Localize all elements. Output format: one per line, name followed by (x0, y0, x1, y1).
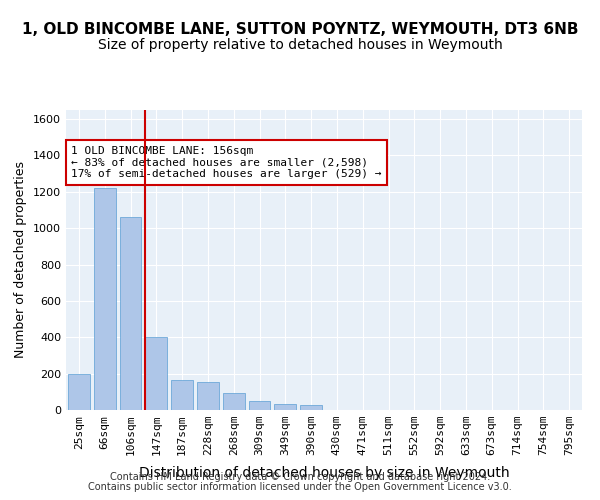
Bar (94, 188, 116, 410)
Bar (223, 392, 245, 410)
Y-axis label: Number of detached properties: Number of detached properties (14, 162, 28, 358)
Bar (68, 374, 90, 410)
Bar (197, 382, 219, 410)
Bar (171, 380, 193, 410)
Text: Size of property relative to detached houses in Weymouth: Size of property relative to detached ho… (98, 38, 502, 52)
Bar (274, 404, 296, 410)
Text: 1 OLD BINCOMBE LANE: 156sqm
← 83% of detached houses are smaller (2,598)
17% of : 1 OLD BINCOMBE LANE: 156sqm ← 83% of det… (71, 146, 382, 179)
Text: Contains HM Land Registry data © Crown copyright and database right 2024.: Contains HM Land Registry data © Crown c… (110, 472, 490, 482)
Bar (248, 401, 271, 410)
Bar (119, 218, 142, 410)
Bar (145, 338, 167, 410)
Text: 1, OLD BINCOMBE LANE, SUTTON POYNTZ, WEYMOUTH, DT3 6NB: 1, OLD BINCOMBE LANE, SUTTON POYNTZ, WEY… (22, 22, 578, 38)
X-axis label: Distribution of detached houses by size in Weymouth: Distribution of detached houses by size … (139, 466, 509, 480)
Text: Contains public sector information licensed under the Open Government Licence v3: Contains public sector information licen… (88, 482, 512, 492)
Bar (300, 404, 322, 410)
